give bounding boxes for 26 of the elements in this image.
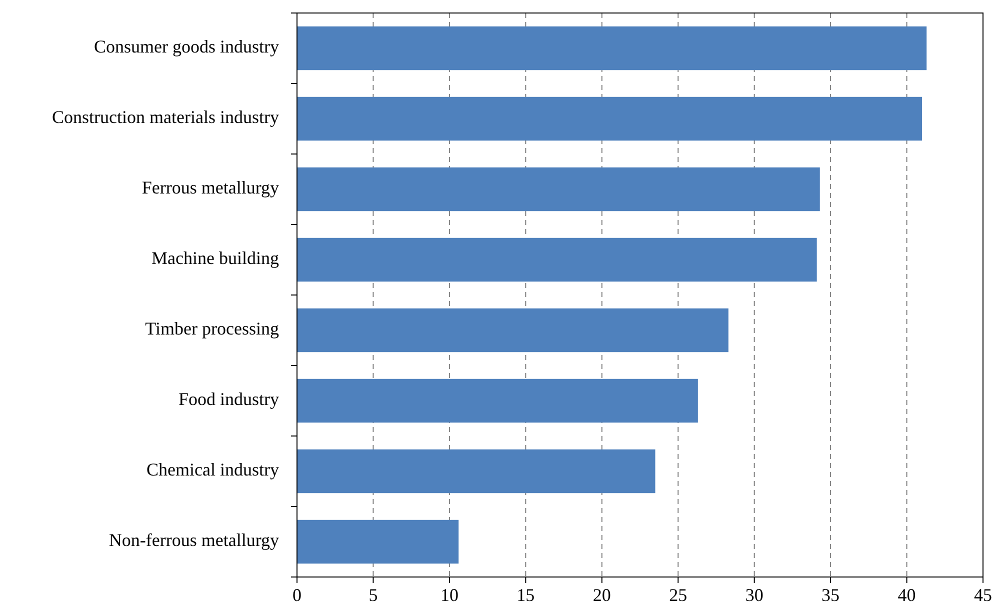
y-tick-label: Construction materials industry: [52, 106, 279, 127]
x-tick-label: 10: [440, 585, 458, 605]
x-tick-label: 40: [898, 585, 916, 605]
bar: [297, 449, 656, 494]
y-tick-label: Food industry: [178, 388, 279, 409]
x-tick-label: 5: [368, 585, 378, 605]
x-tick-label: 15: [516, 585, 535, 605]
bar: [297, 520, 459, 564]
bar: [297, 238, 817, 282]
x-tick-label: 30: [745, 585, 764, 605]
x-tick-label: 25: [669, 585, 688, 605]
bar: [297, 26, 927, 70]
y-tick-label: Ferrous metallurgy: [142, 177, 279, 198]
y-tick-label: Timber processing: [145, 318, 279, 338]
bar: [297, 96, 922, 141]
x-tick-label: 45: [974, 585, 992, 605]
y-tick-label: Machine building: [152, 248, 279, 268]
x-tick-label: 0: [292, 585, 302, 605]
x-tick-label: 20: [592, 585, 611, 605]
y-tick-label: Consumer goods industry: [94, 36, 279, 56]
bar: [297, 167, 820, 212]
y-tick-label: Non-ferrous metallurgy: [108, 530, 279, 550]
bar: [297, 378, 698, 423]
x-tick-label: 35: [822, 585, 840, 605]
y-tick-label: Chemical industry: [146, 459, 279, 480]
bar: [297, 308, 728, 352]
